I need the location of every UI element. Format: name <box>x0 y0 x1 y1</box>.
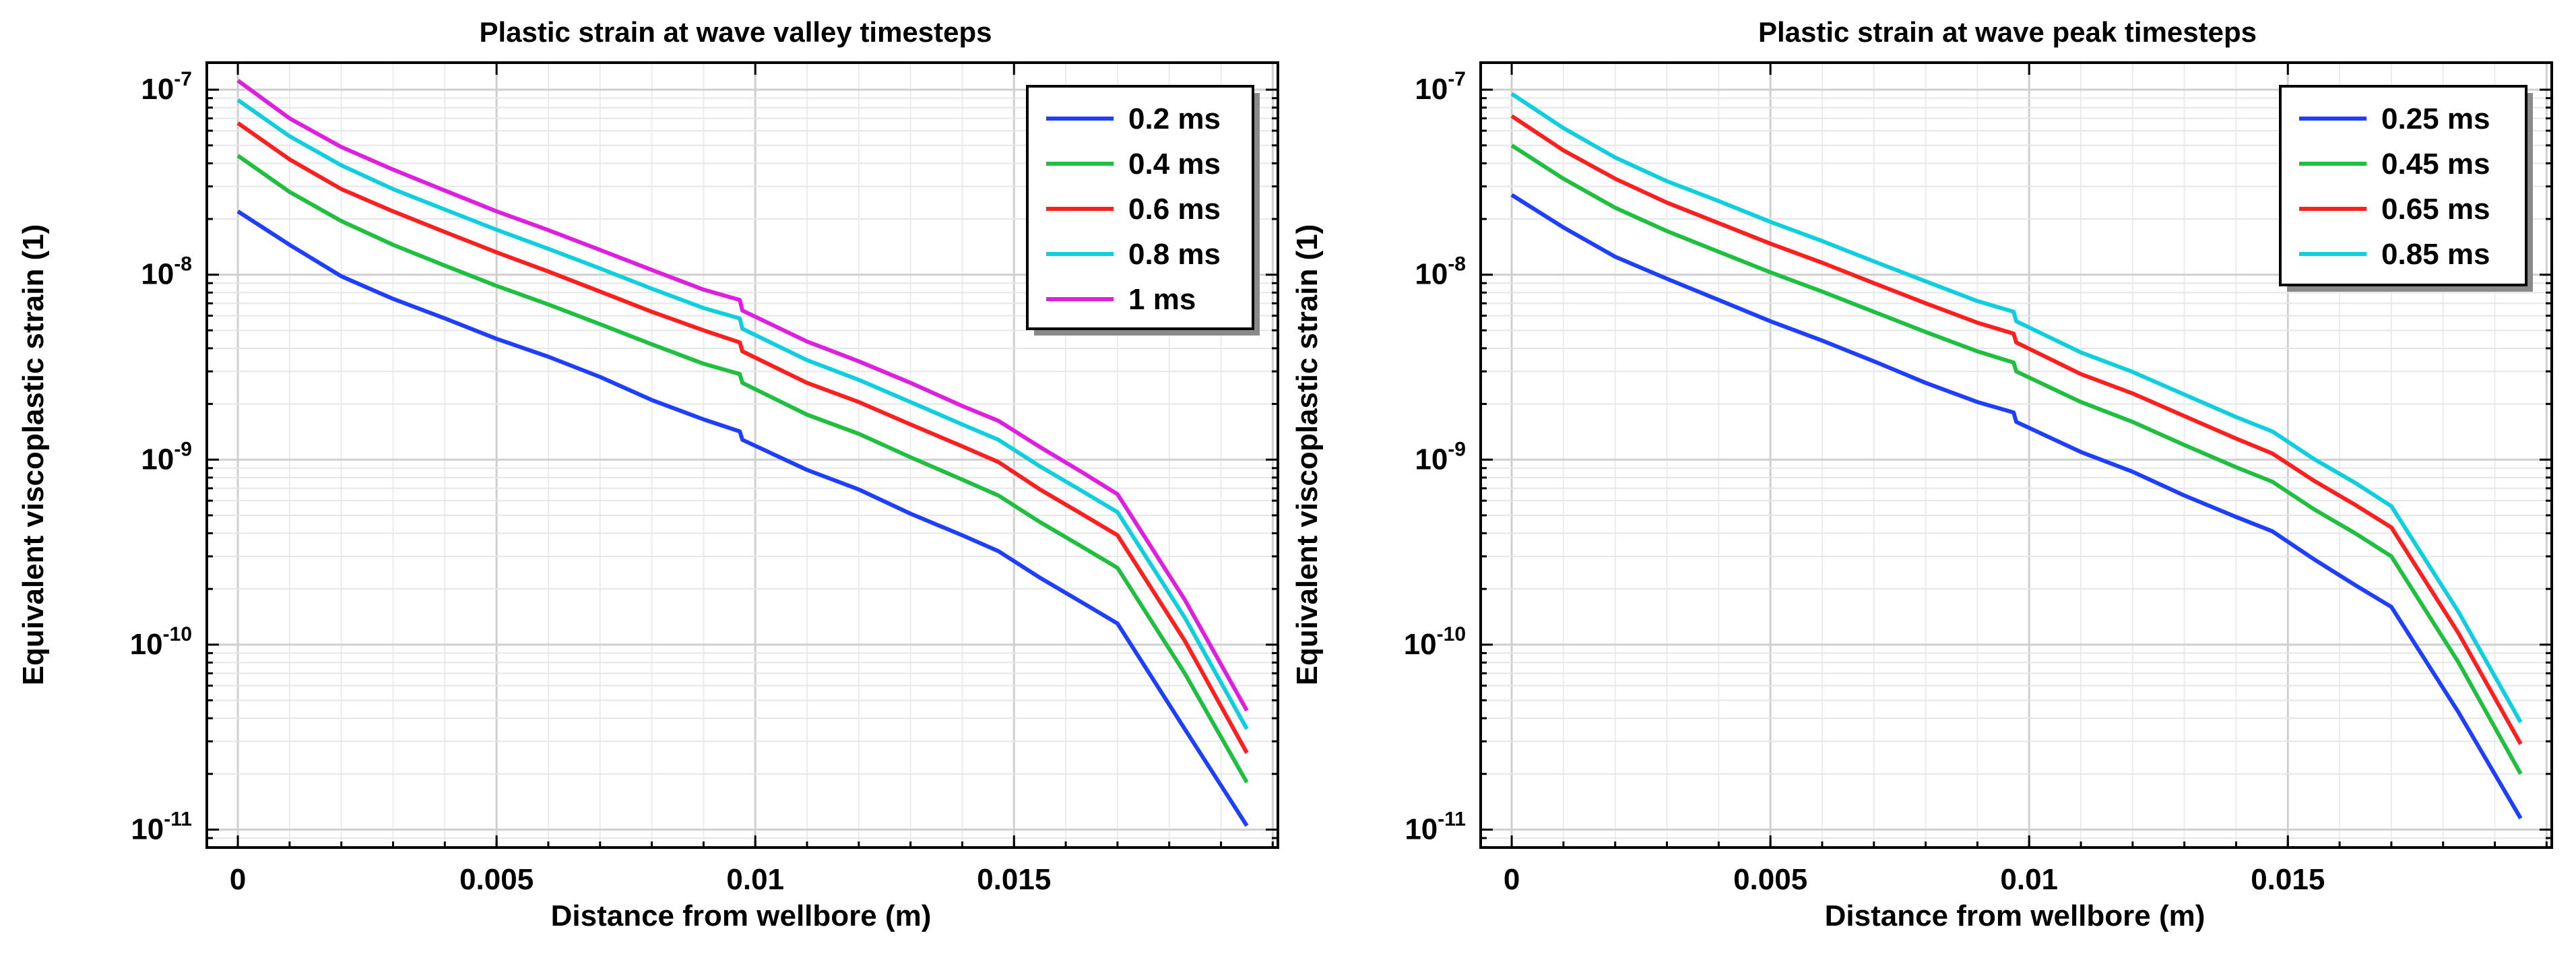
legend-label: 0.45 ms <box>2381 148 2490 181</box>
x-tick-label: 0.015 <box>2251 863 2325 896</box>
y-tick-label: 10-7 <box>141 68 192 106</box>
plot-frame <box>205 61 1279 849</box>
series-line-0.6-ms <box>236 121 1249 754</box>
chart-wave-valley: Plastic strain at wave valley timesteps … <box>17 16 1279 932</box>
legend-label: 0.4 ms <box>1128 148 1221 181</box>
series-line-0.45-ms <box>1510 144 2523 775</box>
y-tick-label: 10-8 <box>1415 253 1466 291</box>
legend-label: 0.65 ms <box>2381 193 2490 226</box>
legend-label: 0.6 ms <box>1128 193 1221 226</box>
chart-title: Plastic strain at wave valley timesteps <box>479 16 992 48</box>
plot-frame <box>1479 61 2553 849</box>
x-tick-label: 0.005 <box>1733 863 1807 896</box>
legend-label: 0.25 ms <box>2381 102 2490 135</box>
y-tick-label: 10-8 <box>141 253 192 291</box>
y-axis-label: Equivalent viscoplastic strain (1) <box>17 224 50 686</box>
legend-label: 0.8 ms <box>1128 238 1221 271</box>
y-tick-label: 10-7 <box>1415 68 1466 106</box>
y-axis-label: Equivalent viscoplastic strain (1) <box>1291 224 1324 686</box>
chart-title: Plastic strain at wave peak timesteps <box>1758 16 2257 48</box>
series-line-0.65-ms <box>1510 114 2523 745</box>
legend: 0.2 ms 0.4 ms 0.6 ms 0.8 ms 1 ms <box>1026 85 1260 336</box>
y-tick-label: 10-11 <box>131 808 192 846</box>
series-line-0.85-ms <box>1510 92 2523 724</box>
series-line-0.4-ms <box>236 154 1249 784</box>
y-tick-label: 10-9 <box>141 438 192 476</box>
x-axis-label: Distance from wellbore (m) <box>551 899 932 932</box>
chart-wave-peak: Plastic strain at wave peak timesteps 0 0… <box>1291 16 2553 932</box>
y-tick-label: 10-10 <box>130 623 192 661</box>
legend-label: 0.2 ms <box>1128 102 1221 135</box>
x-tick-label: 0 <box>230 863 246 896</box>
x-tick-label: 0.01 <box>2000 863 2058 896</box>
series-line-1-ms <box>236 79 1249 712</box>
series-line-0.25-ms <box>1510 193 2523 820</box>
legend: 0.25 ms 0.45 ms 0.65 ms 0.85 ms <box>2279 85 2533 292</box>
x-tick-label: 0.005 <box>459 863 534 896</box>
series-line-0.8-ms <box>236 98 1249 730</box>
x-tick-label: 0.01 <box>726 863 784 896</box>
legend-label: 1 ms <box>1128 283 1196 316</box>
x-tick-label: 0 <box>1504 863 1520 896</box>
x-tick-label: 0.015 <box>977 863 1051 896</box>
y-tick-label: 10-11 <box>1405 808 1466 846</box>
y-tick-label: 10-10 <box>1404 623 1466 661</box>
legend-label: 0.85 ms <box>2381 238 2490 271</box>
y-tick-label: 10-9 <box>1415 438 1466 476</box>
series-line-0.2-ms <box>236 210 1249 827</box>
x-axis-label: Distance from wellbore (m) <box>1825 899 2205 932</box>
